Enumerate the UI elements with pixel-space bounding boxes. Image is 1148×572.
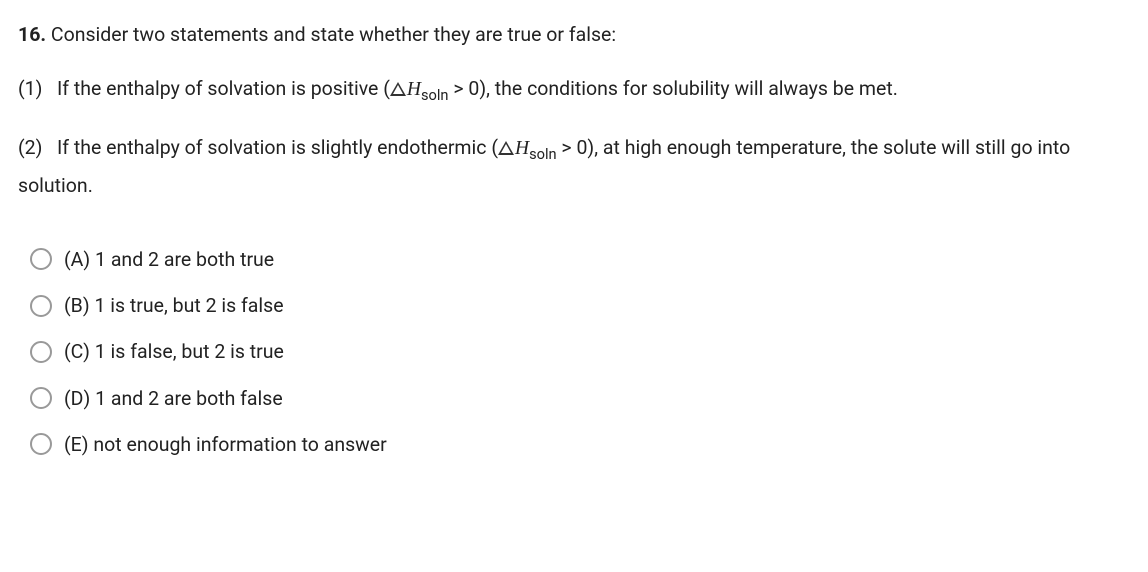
radio-icon bbox=[30, 341, 52, 363]
options-container: (A) 1 and 2 are both true (B) 1 is true,… bbox=[18, 245, 1130, 459]
question-prompt: Consider two statements and state whethe… bbox=[51, 23, 616, 46]
question-header: 16. Consider two statements and state wh… bbox=[18, 20, 1130, 49]
radio-icon bbox=[30, 295, 52, 317]
option-text: (C) 1 is false, but 2 is true bbox=[64, 337, 284, 366]
option-a[interactable]: (A) 1 and 2 are both true bbox=[18, 245, 1130, 274]
option-label: (E) bbox=[64, 433, 89, 456]
h-subscript: soln bbox=[529, 145, 557, 163]
statement-2: (2) If the enthalpy of solvation is slig… bbox=[18, 130, 1130, 202]
option-body: 1 and 2 are both false bbox=[95, 387, 283, 410]
statement-1-label: (1) bbox=[18, 77, 42, 100]
radio-icon bbox=[30, 248, 52, 270]
delta-h-soln-1: Hsoln bbox=[390, 77, 449, 100]
h-symbol: H bbox=[407, 79, 421, 100]
question-number: 16. bbox=[18, 23, 46, 46]
statement-1-before: If the enthalpy of solvation is positive… bbox=[57, 77, 390, 100]
option-c[interactable]: (C) 1 is false, but 2 is true bbox=[18, 337, 1130, 366]
h-symbol: H bbox=[515, 138, 529, 159]
statement-2-before: If the enthalpy of solvation is slightly… bbox=[57, 136, 498, 159]
option-text: (E) not enough information to answer bbox=[64, 430, 387, 459]
option-label: (C) bbox=[64, 340, 90, 363]
delta-h-soln-2: Hsoln bbox=[498, 136, 557, 159]
option-label: (A) bbox=[64, 248, 90, 271]
option-d[interactable]: (D) 1 and 2 are both false bbox=[18, 384, 1130, 413]
statement-1-after: > 0), the conditions for solubility will… bbox=[449, 77, 898, 100]
option-body: not enough information to answer bbox=[89, 433, 387, 456]
option-e[interactable]: (E) not enough information to answer bbox=[18, 430, 1130, 459]
delta-icon bbox=[498, 141, 514, 155]
option-body: 1 and 2 are both true bbox=[95, 248, 274, 271]
option-body: 1 is false, but 2 is true bbox=[95, 340, 284, 363]
option-label: (B) bbox=[64, 294, 90, 317]
option-body: 1 is true, but 2 is false bbox=[94, 294, 283, 317]
radio-icon bbox=[30, 387, 52, 409]
statement-2-label: (2) bbox=[18, 136, 42, 159]
option-text: (D) 1 and 2 are both false bbox=[64, 384, 283, 413]
h-subscript: soln bbox=[421, 86, 449, 104]
option-text: (A) 1 and 2 are both true bbox=[64, 245, 274, 274]
option-text: (B) 1 is true, but 2 is false bbox=[64, 291, 284, 320]
radio-icon bbox=[30, 433, 52, 455]
option-b[interactable]: (B) 1 is true, but 2 is false bbox=[18, 291, 1130, 320]
statement-1: (1) If the enthalpy of solvation is posi… bbox=[18, 71, 1130, 108]
option-label: (D) bbox=[64, 387, 90, 410]
delta-icon bbox=[390, 82, 406, 96]
